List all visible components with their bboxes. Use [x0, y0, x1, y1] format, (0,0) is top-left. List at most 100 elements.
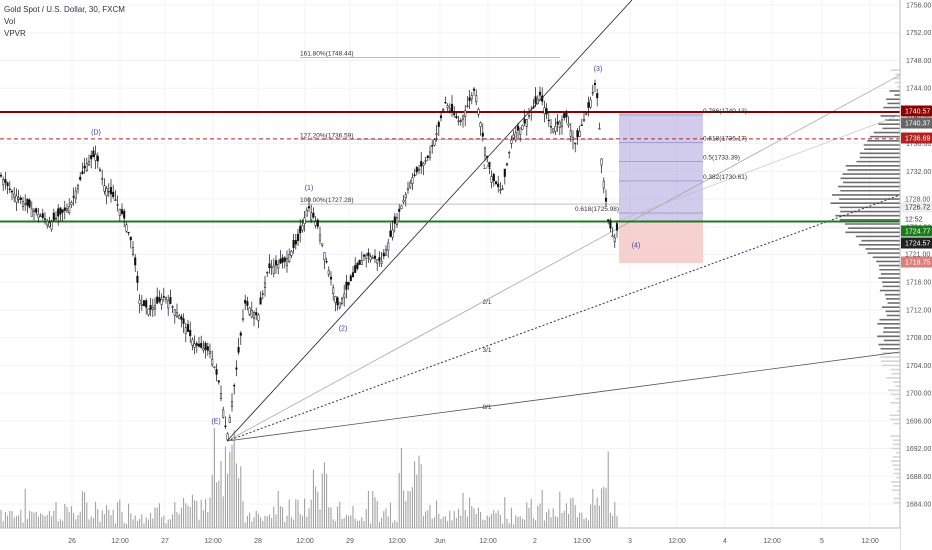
candle-body: [134, 257, 137, 266]
price-tick-label: 1712.00: [906, 307, 931, 314]
time-tick-label: 4: [723, 538, 727, 545]
candle-body: [514, 132, 517, 141]
price-tick-label: 1736.00: [906, 141, 931, 148]
candle-body: [431, 145, 434, 147]
candle-body: [310, 212, 313, 221]
candle-body: [261, 293, 264, 295]
price-tag: 1726.72: [905, 205, 930, 212]
candle-body: [4, 179, 7, 183]
candle-body: [567, 123, 570, 126]
candle-body: [395, 216, 399, 226]
candle-body: [552, 128, 555, 133]
price-tag-bg: [901, 225, 932, 237]
candle-body: [118, 208, 121, 216]
candle-body: [343, 293, 346, 298]
candle-body: [116, 204, 119, 206]
candle-body: [10, 190, 14, 193]
candle-body: [609, 220, 612, 229]
time-axis[interactable]: 26 12:00 27 12:00 28 12:00 29 12:00 Jun 12:00 2 12:…: [0, 527, 900, 550]
candle-body: [420, 161, 423, 167]
candle-body: [527, 115, 531, 117]
candle-body: [483, 147, 487, 156]
price-axis[interactable]: 1684.00 1688.00 1692.00 1696.00 1700.00 1704.…: [899, 0, 932, 550]
time-tick-label: 2: [533, 538, 537, 545]
candle-body: [321, 243, 324, 246]
candle-body: [296, 233, 300, 241]
candle-body: [585, 113, 588, 115]
candle-body: [24, 203, 27, 205]
candle-body: [345, 281, 348, 290]
candle-body: [541, 95, 544, 102]
candle-body: [171, 306, 174, 308]
candle-body: [197, 343, 201, 347]
volume-indicator-label[interactable]: Vol: [4, 17, 16, 26]
candle-body: [281, 257, 284, 263]
candle-body: [230, 401, 234, 407]
candle-body: [422, 163, 425, 166]
candle-body: [538, 91, 542, 96]
candle-body: [151, 307, 154, 310]
candle-body: [292, 240, 295, 248]
candle-body: [191, 339, 194, 346]
candle-body: [488, 161, 491, 168]
horizontal-levels[interactable]: [0, 57, 900, 223]
candle-body: [351, 272, 355, 277]
candle-body: [235, 367, 238, 370]
candle-body: [596, 93, 599, 99]
candle-body: [211, 358, 214, 365]
candle-body: [411, 177, 414, 184]
price-tick-label: 1752.00: [906, 30, 931, 37]
price-tick-label: 1692.00: [906, 446, 931, 453]
price-tick-label: 1708.00: [906, 335, 931, 342]
candle-body: [406, 188, 410, 191]
candle-body: [105, 188, 108, 197]
fan-line-3-1: [226, 194, 901, 442]
candle-body: [17, 197, 20, 200]
candle-body: [376, 259, 379, 264]
candle-body: [499, 189, 502, 191]
candle-body: [76, 184, 80, 190]
candle-body: [611, 235, 614, 238]
price-tick-label: 1716.00: [906, 280, 931, 287]
candle-body: [365, 254, 368, 259]
candle-body: [349, 275, 352, 281]
position-tool[interactable]: [619, 111, 703, 264]
time-tick-label: 26: [68, 538, 76, 545]
candle-body: [63, 207, 66, 211]
candle-body: [263, 282, 267, 288]
candle-body: [57, 208, 60, 217]
candle-body: [380, 261, 383, 264]
candle-body: [215, 369, 218, 375]
time-tick-label: 3: [628, 538, 632, 545]
candle-body: [534, 96, 537, 104]
candle-body: [175, 312, 179, 317]
candle-body: [193, 343, 196, 348]
candle-body: [556, 121, 559, 125]
candle-body: [503, 168, 506, 177]
candle-body: [415, 167, 418, 173]
candle-body: [360, 260, 363, 265]
fan-line-8-1: [226, 351, 901, 442]
candle-body: [318, 234, 322, 241]
candle-body: [107, 190, 110, 193]
candle-body: [26, 198, 29, 206]
candle-body: [270, 266, 273, 268]
price-tick-label: 1748.00: [906, 58, 931, 65]
candle-body: [98, 169, 102, 171]
candle-body: [466, 105, 469, 107]
symbol-title[interactable]: Gold Spot / U.S. Dollar, 30, FXCM: [4, 5, 125, 14]
vpvr-indicator-label[interactable]: VPVR: [4, 29, 26, 38]
candle-body: [145, 300, 148, 308]
candle-body: [536, 98, 539, 105]
candle-body: [96, 155, 99, 162]
candle-body: [246, 301, 249, 306]
price-tick-label: 1700.00: [906, 391, 931, 398]
candle-body: [217, 380, 220, 383]
candle-body: [371, 257, 374, 259]
candle-body: [525, 119, 528, 127]
candle-body: [74, 190, 77, 199]
price-tag-bg: [901, 117, 932, 129]
wave-label: (D): [91, 130, 101, 137]
price-tag: 1740.37: [905, 121, 930, 128]
